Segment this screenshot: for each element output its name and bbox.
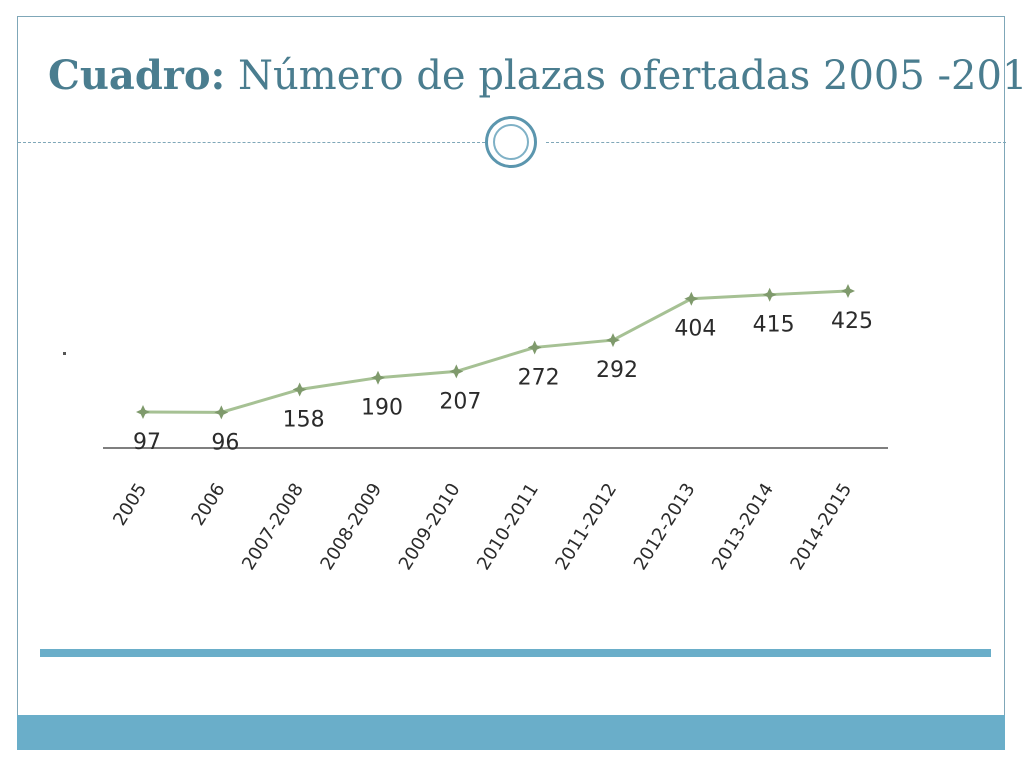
x-tick-label: 2011-2012 [551, 480, 621, 574]
data-label: 96 [211, 430, 239, 455]
data-point-marker [136, 405, 150, 419]
data-label: 207 [439, 389, 481, 414]
x-tick-label: 2008-2009 [316, 480, 386, 574]
data-label: 292 [596, 358, 638, 383]
x-tick-label: 2007-2008 [238, 480, 308, 574]
slide-title: Cuadro: Número de plazas ofertadas 2005 … [48, 52, 1024, 99]
series-line [142, 289, 849, 414]
data-point-marker [449, 364, 464, 379]
data-point-marker [762, 287, 777, 302]
data-point-marker [527, 340, 542, 355]
x-tick-label: 2014-2015 [786, 480, 856, 574]
data-label: 404 [674, 317, 716, 342]
x-tick-label: 2013-2014 [708, 480, 778, 574]
stray-dot [63, 352, 66, 355]
title-bold: Cuadro: [48, 52, 226, 99]
data-point-marker [214, 405, 229, 420]
data-label: 97 [133, 430, 161, 455]
data-label: 190 [361, 396, 403, 421]
x-tick-label: 2010-2011 [473, 480, 543, 574]
x-tick-label: 2012-2013 [630, 480, 700, 574]
title-text: Número de plazas ofertadas 2005 -2015 [225, 53, 1024, 99]
data-point-marker [684, 291, 699, 306]
x-tick-label: 2009-2010 [395, 480, 465, 574]
data-point-marker [371, 370, 385, 385]
title-divider-left [18, 142, 490, 143]
data-label: 272 [518, 365, 560, 390]
data-label: 158 [283, 407, 325, 432]
x-tick-label: 2005 [109, 480, 151, 530]
ring-ornament-icon [485, 116, 537, 168]
data-point-marker [292, 382, 307, 397]
title-divider-right [546, 142, 1006, 143]
data-label: 425 [831, 309, 873, 334]
data-point-marker [606, 333, 620, 348]
data-label: 415 [753, 313, 795, 338]
accent-bar [40, 649, 991, 657]
footer-band [17, 715, 1005, 750]
x-tick-label: 2006 [187, 480, 229, 530]
data-point-marker [841, 284, 855, 298]
